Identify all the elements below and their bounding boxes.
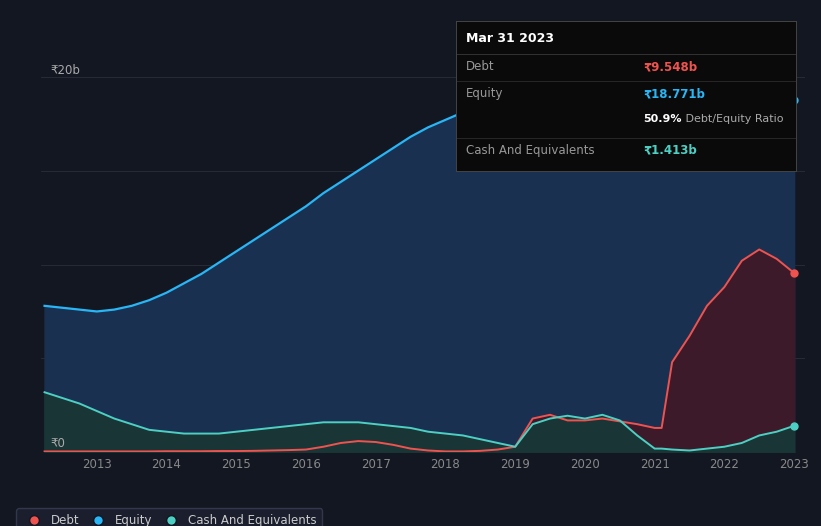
Text: ₹9.548b: ₹9.548b: [643, 60, 697, 73]
Text: ₹1.413b: ₹1.413b: [643, 144, 697, 157]
Text: ₹18.771b: ₹18.771b: [643, 87, 705, 100]
Legend: Debt, Equity, Cash And Equivalents: Debt, Equity, Cash And Equivalents: [16, 509, 322, 526]
Text: 50.9%: 50.9%: [643, 114, 681, 124]
Text: Debt/Equity Ratio: Debt/Equity Ratio: [682, 114, 784, 124]
Text: Cash And Equivalents: Cash And Equivalents: [466, 144, 594, 157]
Text: Debt: Debt: [466, 60, 494, 73]
Text: ₹0: ₹0: [50, 437, 65, 450]
Text: Equity: Equity: [466, 87, 503, 100]
Text: ₹20b: ₹20b: [50, 64, 80, 77]
Text: Mar 31 2023: Mar 31 2023: [466, 32, 554, 45]
